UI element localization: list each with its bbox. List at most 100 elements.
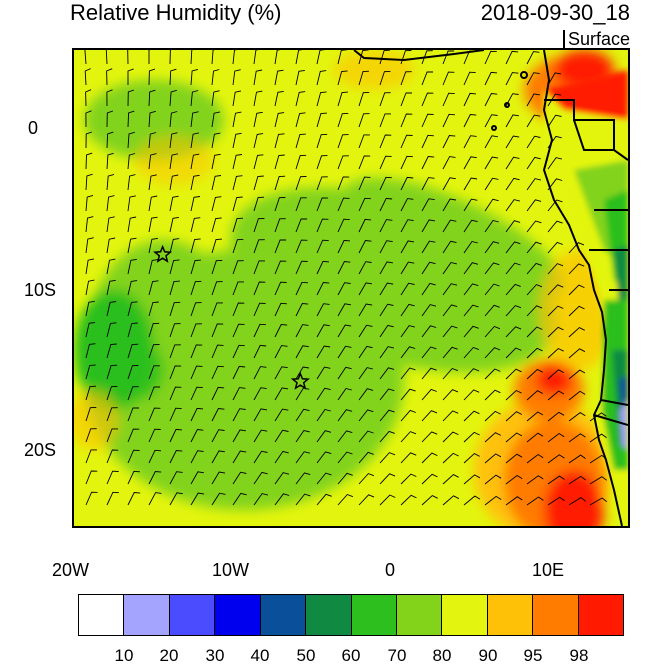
wind-barb (526, 241, 542, 254)
wind-barb (274, 69, 284, 86)
wind-barb (400, 431, 417, 443)
wind-barb (358, 113, 370, 128)
wind-barb (547, 263, 564, 275)
wind-barb (253, 175, 264, 191)
colorbar-label: 50 (296, 646, 316, 665)
wind-barb (190, 217, 201, 233)
wind-barb (400, 346, 416, 359)
wind-barb (85, 110, 92, 128)
wind-barb (274, 50, 281, 65)
wind-barb (505, 432, 523, 443)
wind-barb (232, 429, 246, 443)
wind-barb (148, 153, 157, 170)
wind-barb (253, 260, 265, 275)
wind-barb (484, 474, 502, 485)
wind-barb (190, 174, 200, 191)
wind-barb (190, 50, 194, 65)
wind-barb (463, 431, 480, 443)
wind-barb (358, 388, 374, 401)
wind-barb (526, 368, 543, 380)
wind-barb (85, 194, 94, 212)
wind-barb (589, 497, 608, 506)
wind-barb (295, 429, 310, 443)
wind-barb (232, 50, 237, 65)
wind-barb (568, 390, 586, 401)
wind-barb (547, 72, 562, 86)
wind-barb (190, 492, 205, 506)
wind-barb (526, 305, 543, 317)
wind-barb (442, 71, 455, 86)
wind-barb (190, 365, 203, 380)
wind-barb (526, 51, 540, 65)
wind-barb (526, 475, 544, 485)
wind-barb (316, 345, 331, 359)
wind-barb (547, 220, 563, 233)
wind-barb (505, 262, 521, 275)
wind-barb (169, 323, 181, 338)
wind-barb (442, 219, 457, 233)
wind-barb (211, 50, 215, 65)
wind-barb (253, 344, 267, 359)
wind-barb (148, 344, 160, 359)
wind-barb (463, 92, 477, 107)
wind-barb (211, 408, 225, 422)
wind-barb (526, 135, 541, 149)
wind-barb (505, 156, 520, 170)
wind-barb (484, 432, 502, 443)
wind-barb (358, 430, 374, 443)
wind-barb (211, 323, 224, 338)
wind-barb (316, 430, 332, 443)
wind-barb (211, 450, 225, 464)
wind-barb (505, 241, 521, 254)
wind-barb (526, 284, 543, 296)
wind-barb (85, 385, 97, 401)
wind-barb (379, 197, 393, 212)
wind-barb (547, 93, 562, 107)
wind-barb (484, 135, 498, 149)
wind-barb (106, 195, 115, 212)
wind-barb (169, 238, 180, 254)
wind-barb (274, 387, 289, 401)
wind-barb (106, 428, 118, 443)
wind-barb (316, 112, 327, 128)
wind-barb (295, 50, 303, 65)
wind-barb (358, 303, 373, 317)
wind-barb (253, 302, 266, 317)
wind-barb (211, 386, 225, 401)
wind-barb (358, 409, 374, 422)
wind-barb (337, 239, 351, 254)
wind-barb (232, 471, 247, 485)
colorbar-swatch (533, 595, 579, 635)
wind-barb (127, 322, 138, 338)
wind-barb (232, 175, 243, 191)
wind-barb (232, 90, 242, 107)
wind-barb (505, 453, 523, 464)
wind-barb (148, 89, 156, 107)
wind-barb (421, 92, 434, 107)
wind-barb (274, 324, 288, 338)
wind-barb (400, 176, 414, 191)
wind-barb (484, 389, 501, 401)
wind-barb (421, 134, 434, 149)
wind-barb (526, 347, 543, 359)
wind-barb (232, 111, 242, 128)
wind-barb (358, 282, 372, 296)
wind-barb (421, 452, 438, 464)
wind-barb (232, 408, 246, 422)
wind-barb (295, 366, 310, 380)
coastline (353, 50, 628, 526)
wind-barb (169, 259, 180, 275)
wind-barb (379, 113, 391, 128)
wind-barb (274, 197, 286, 212)
wind-barb (526, 432, 544, 443)
wind-barb (379, 473, 396, 485)
wind-barb (358, 367, 374, 380)
wind-barb (190, 68, 199, 86)
colorbar-swatch (169, 595, 216, 635)
wind-barb (505, 93, 519, 107)
wind-barb (358, 218, 372, 233)
wind-barb (190, 429, 204, 443)
wind-barb (253, 218, 265, 233)
wind-barb (358, 494, 375, 506)
wind-barb (253, 111, 263, 128)
